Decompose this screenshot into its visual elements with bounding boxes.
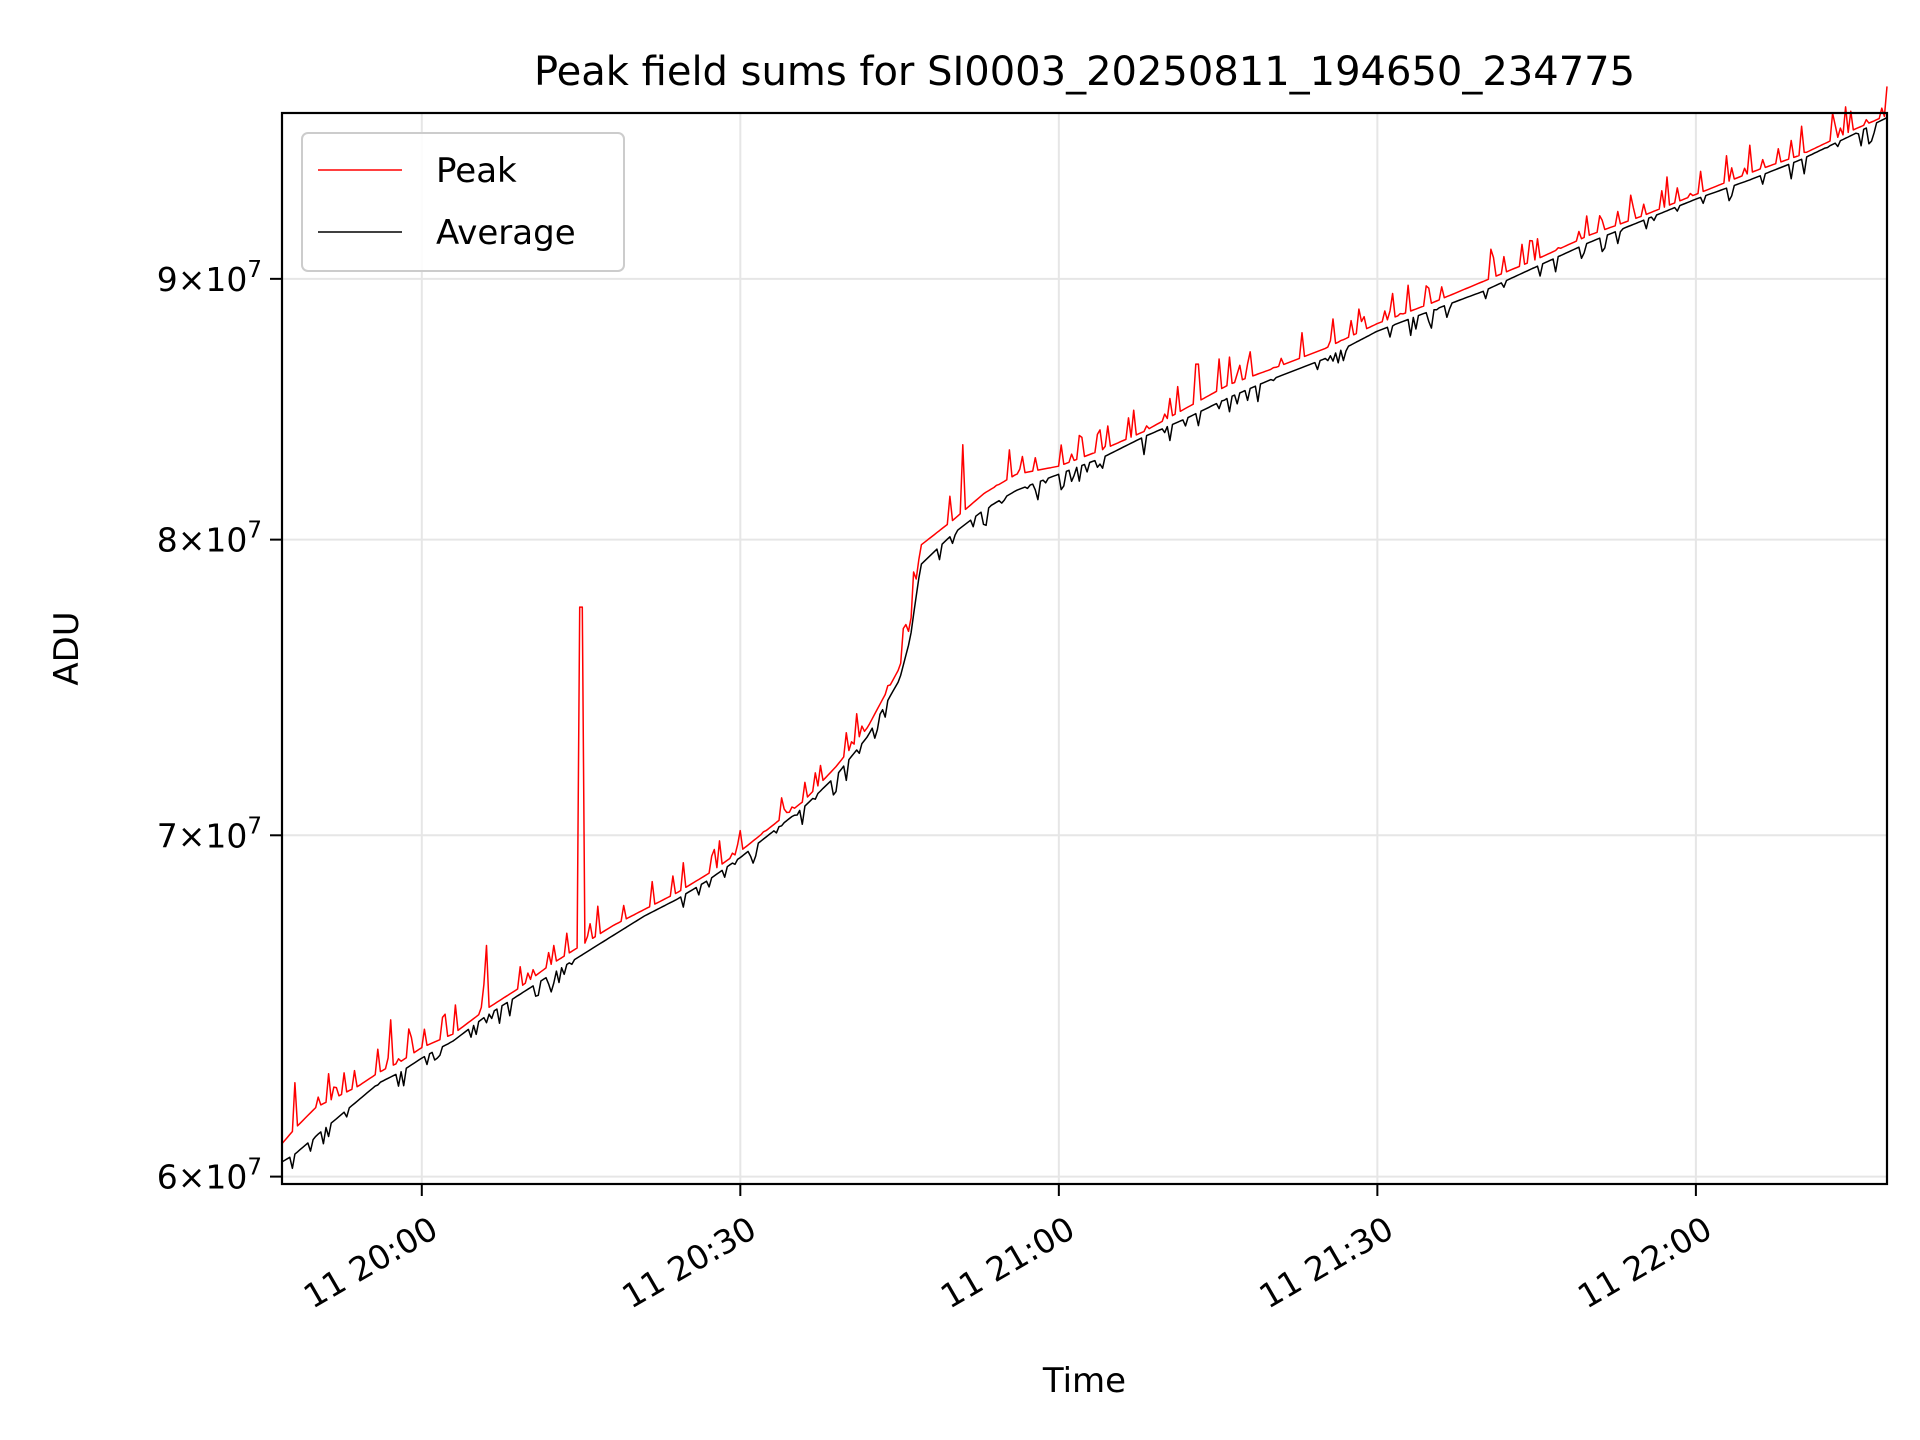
series-line-peak	[281, 86, 1888, 1145]
x-tick-label: 11 21:30	[1252, 1209, 1399, 1317]
chart-title: Peak field sums for SI0003_20250811_1946…	[534, 49, 1635, 95]
x-tick-label: 11 21:00	[934, 1209, 1081, 1317]
legend-label: Peak	[436, 151, 517, 191]
series-layer	[281, 86, 1888, 1170]
x-tick-label: 11 20:00	[297, 1209, 444, 1317]
plot-frame	[280, 111, 1889, 1186]
x-axis-label: Time	[1042, 1361, 1126, 1401]
x-tick-label: 11 20:30	[615, 1209, 762, 1317]
y-tick-label: 6×107	[157, 1155, 262, 1197]
legend-box	[301, 132, 625, 272]
y-axis-label: ADU	[47, 611, 87, 685]
y-axis: 6×107 7×107 8×107 9×107	[157, 257, 282, 1197]
legend: Peak Average	[301, 132, 625, 272]
y-tick-label: 8×107	[157, 518, 262, 560]
grid-lines	[282, 113, 1887, 1184]
y-tick-label: 7×107	[157, 813, 262, 855]
x-tick-label: 11 22:00	[1571, 1209, 1718, 1317]
x-axis: 11 20:00 11 20:30 11 21:00 11 21:30 11 22:00	[297, 1184, 1718, 1316]
y-tick-label: 9×107	[157, 257, 262, 299]
legend-label: Average	[436, 213, 576, 253]
series-line-average	[281, 116, 1888, 1170]
